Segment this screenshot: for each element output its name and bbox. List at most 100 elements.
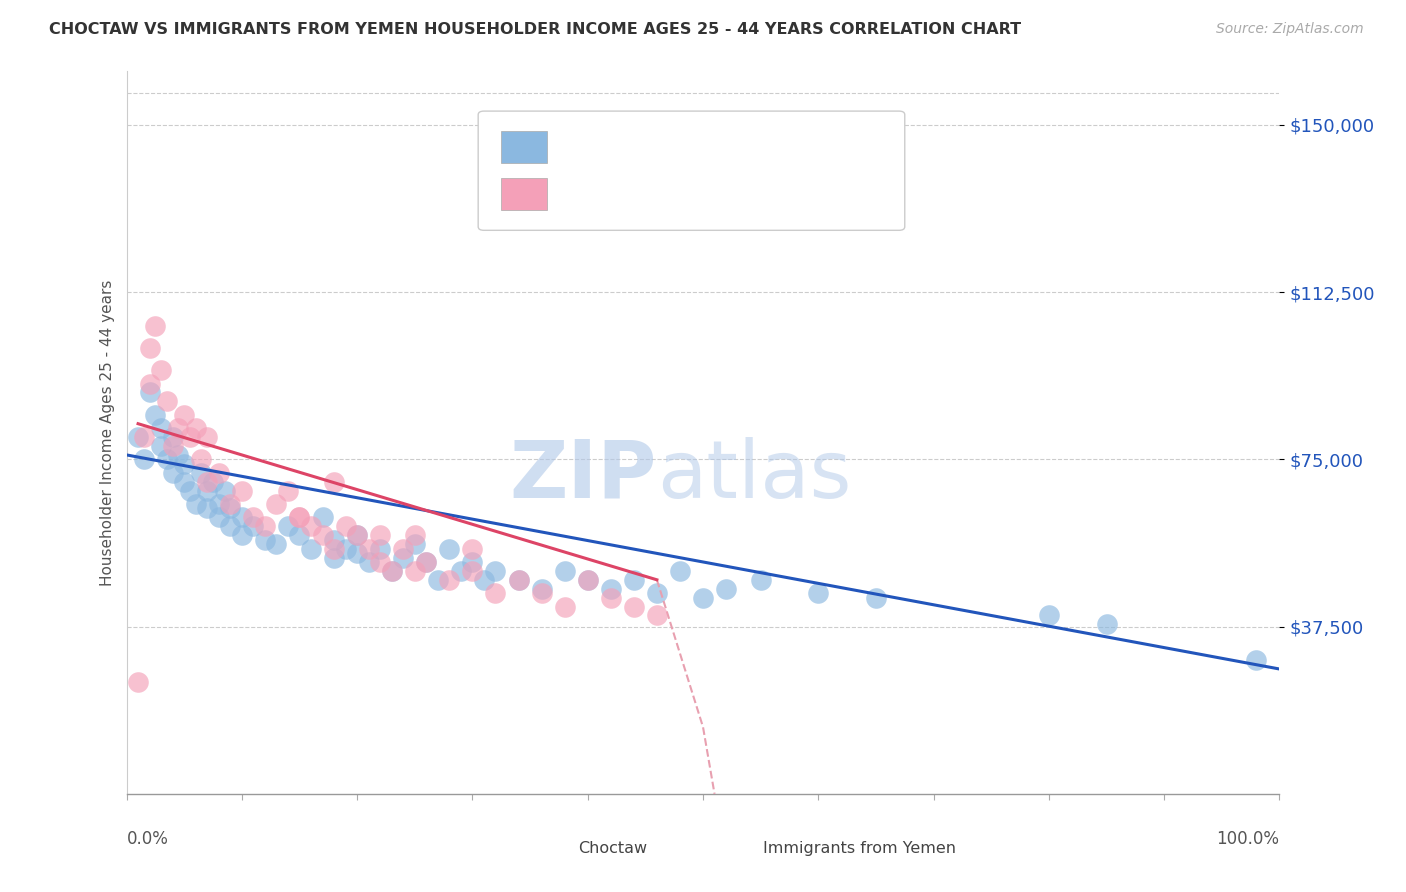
Point bbox=[1246, 653, 1268, 667]
Point bbox=[202, 475, 225, 489]
Point bbox=[368, 541, 391, 556]
Point bbox=[484, 564, 506, 578]
Point bbox=[208, 497, 231, 511]
Point bbox=[173, 475, 195, 489]
FancyBboxPatch shape bbox=[478, 112, 905, 230]
Point bbox=[288, 528, 311, 542]
Point bbox=[219, 519, 242, 533]
Point bbox=[404, 528, 426, 542]
Point bbox=[335, 541, 357, 556]
Point bbox=[439, 541, 461, 556]
Point bbox=[357, 541, 380, 556]
Point bbox=[299, 541, 322, 556]
Point bbox=[184, 421, 207, 435]
Point bbox=[145, 408, 166, 422]
Point bbox=[231, 510, 253, 524]
Point bbox=[865, 591, 887, 605]
Point bbox=[156, 394, 179, 409]
Point bbox=[138, 341, 160, 355]
FancyBboxPatch shape bbox=[502, 131, 547, 163]
Point bbox=[623, 573, 645, 587]
Point bbox=[323, 533, 346, 547]
Point bbox=[242, 519, 264, 533]
Point bbox=[145, 318, 166, 333]
Point bbox=[415, 555, 437, 569]
Point bbox=[357, 555, 380, 569]
Point bbox=[162, 430, 184, 444]
Point bbox=[645, 586, 668, 600]
Point bbox=[1095, 617, 1118, 632]
Point bbox=[277, 483, 299, 498]
Point bbox=[132, 430, 155, 444]
Point bbox=[253, 533, 276, 547]
Point bbox=[426, 573, 449, 587]
Point bbox=[219, 501, 242, 516]
Point bbox=[461, 564, 484, 578]
Point bbox=[530, 586, 553, 600]
Point bbox=[208, 510, 231, 524]
Point bbox=[530, 582, 553, 596]
FancyBboxPatch shape bbox=[502, 178, 547, 211]
Text: 0.0%: 0.0% bbox=[127, 830, 169, 848]
Text: R = −0.514   N = 65: R = −0.514 N = 65 bbox=[561, 138, 733, 156]
Point bbox=[554, 599, 576, 614]
Point bbox=[179, 430, 201, 444]
Point bbox=[368, 555, 391, 569]
Point bbox=[439, 573, 461, 587]
Point bbox=[214, 483, 236, 498]
Point bbox=[156, 452, 179, 467]
Point bbox=[346, 528, 368, 542]
Point bbox=[242, 510, 264, 524]
Text: Immigrants from Yemen: Immigrants from Yemen bbox=[763, 840, 956, 855]
Point bbox=[461, 541, 484, 556]
Point bbox=[807, 586, 830, 600]
Point bbox=[404, 537, 426, 551]
Point bbox=[404, 564, 426, 578]
Point bbox=[288, 510, 311, 524]
Point bbox=[127, 675, 149, 690]
Point bbox=[162, 439, 184, 453]
Point bbox=[749, 573, 772, 587]
Point bbox=[167, 448, 190, 462]
Point bbox=[1038, 608, 1060, 623]
Point bbox=[692, 591, 714, 605]
Point bbox=[138, 376, 160, 391]
Point bbox=[623, 599, 645, 614]
Point bbox=[162, 466, 184, 480]
Point bbox=[645, 608, 668, 623]
Point bbox=[461, 555, 484, 569]
Point bbox=[576, 573, 599, 587]
Point bbox=[323, 550, 346, 565]
Point bbox=[195, 430, 218, 444]
Point bbox=[669, 564, 692, 578]
Point bbox=[190, 466, 212, 480]
Point bbox=[184, 497, 207, 511]
Point bbox=[576, 573, 599, 587]
Point bbox=[311, 510, 333, 524]
Text: CHOCTAW VS IMMIGRANTS FROM YEMEN HOUSEHOLDER INCOME AGES 25 - 44 YEARS CORRELATI: CHOCTAW VS IMMIGRANTS FROM YEMEN HOUSEHO… bbox=[49, 22, 1021, 37]
Point bbox=[472, 573, 495, 587]
Point bbox=[150, 439, 173, 453]
Point bbox=[599, 591, 621, 605]
Text: atlas: atlas bbox=[657, 437, 851, 515]
Point bbox=[311, 528, 333, 542]
Point bbox=[508, 573, 530, 587]
Point bbox=[150, 363, 173, 377]
Point bbox=[323, 475, 346, 489]
Point bbox=[179, 483, 201, 498]
Point bbox=[368, 528, 391, 542]
Text: Choctaw: Choctaw bbox=[578, 840, 648, 855]
Text: 100.0%: 100.0% bbox=[1216, 830, 1279, 848]
Text: R = −0.311   N = 49: R = −0.311 N = 49 bbox=[561, 186, 733, 203]
Point bbox=[381, 564, 404, 578]
Point bbox=[253, 519, 276, 533]
Point bbox=[150, 421, 173, 435]
Point bbox=[167, 421, 190, 435]
Point bbox=[599, 582, 621, 596]
Point bbox=[554, 564, 576, 578]
Point bbox=[392, 541, 415, 556]
Point bbox=[195, 501, 218, 516]
Point bbox=[392, 550, 415, 565]
Point bbox=[231, 528, 253, 542]
Point bbox=[450, 564, 472, 578]
